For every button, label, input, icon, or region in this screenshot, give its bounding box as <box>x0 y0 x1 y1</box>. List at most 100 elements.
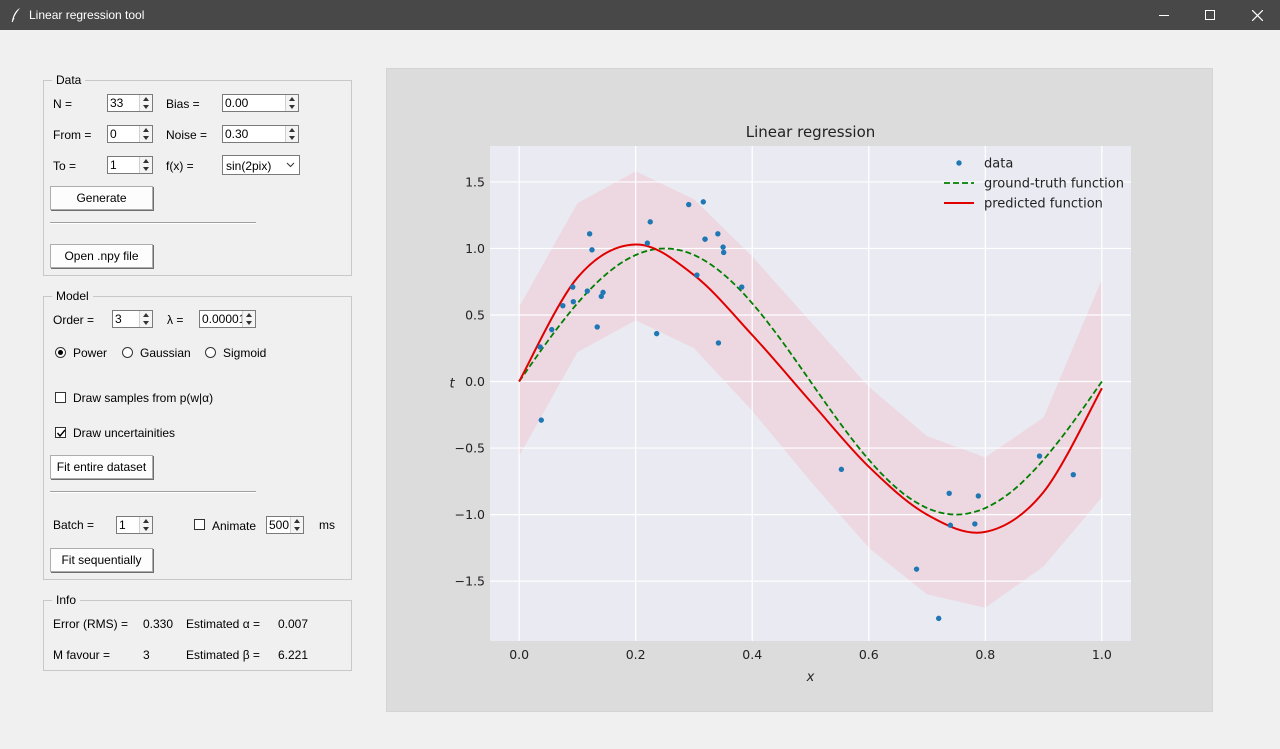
animate-input[interactable] <box>267 517 292 533</box>
maximize-icon <box>1205 10 1215 20</box>
ms-label: ms <box>319 518 335 532</box>
lambda-input[interactable] <box>200 311 244 327</box>
data-group-legend: Data <box>56 73 82 87</box>
legend-data-label: data <box>984 157 1013 172</box>
data-point <box>589 247 595 253</box>
lambda-spinbox[interactable] <box>199 310 256 328</box>
spin-down-icon <box>289 105 295 109</box>
n-spin-arrows[interactable] <box>139 95 152 111</box>
bias-input[interactable] <box>223 95 287 111</box>
window-titlebar: Linear regression tool <box>0 0 1280 30</box>
from-spinbox[interactable] <box>107 125 153 143</box>
data-point <box>715 231 721 237</box>
plot-canvas[interactable]: 0.0 0.2 0.4 0.6 0.8 1.0 −1.5 −1.0 −0.5 0.0 0.5 1.0 1… <box>386 68 1213 712</box>
data-point <box>972 521 978 527</box>
predicted-line <box>518 243 1103 534</box>
from-input[interactable] <box>108 126 141 142</box>
spin-down-icon <box>294 527 300 531</box>
minimize-button[interactable] <box>1141 0 1187 30</box>
maximize-button[interactable] <box>1187 0 1233 30</box>
to-label: To = <box>53 159 77 173</box>
y-axis-label: t <box>449 377 455 392</box>
radio-sigmoid[interactable] <box>205 347 216 358</box>
noise-spin-arrows[interactable] <box>285 126 298 142</box>
data-point <box>739 284 745 290</box>
n-input[interactable] <box>108 95 141 111</box>
model-separator <box>50 491 256 493</box>
order-spinbox[interactable] <box>112 310 153 328</box>
x-tick-label: 0.0 <box>509 647 529 662</box>
spin-down-icon <box>143 527 149 531</box>
lambda-spin-arrows[interactable] <box>242 311 255 327</box>
fx-select-value: sin(2pix) <box>226 159 272 173</box>
radio-gaussian-label: Gaussian <box>140 346 191 360</box>
order-input[interactable] <box>113 311 141 327</box>
data-point <box>947 522 954 528</box>
data-separator <box>50 222 256 224</box>
fx-select[interactable]: sin(2pix) <box>222 155 300 175</box>
data-point <box>586 231 593 237</box>
open-npy-button[interactable]: Open .npy file <box>50 244 153 268</box>
legend-predicted-label: predicted function <box>984 197 1103 212</box>
bias-spin-arrows[interactable] <box>285 95 298 111</box>
y-tick-label: 0.5 <box>465 307 485 322</box>
x-tick-label: 0.4 <box>742 647 762 662</box>
draw-samples-label: Draw samples from p(w|α) <box>73 391 214 405</box>
spin-up-icon <box>143 97 149 101</box>
data-point <box>913 566 920 572</box>
radio-power-label: Power <box>73 346 108 360</box>
checkmark-icon <box>56 429 66 438</box>
y-tick-label: −1.5 <box>455 574 485 589</box>
spin-down-icon <box>143 321 149 325</box>
beta-value: 6.221 <box>278 648 309 662</box>
batch-spin-arrows[interactable] <box>139 517 152 533</box>
x-axis-label: x <box>806 670 815 685</box>
data-point <box>549 326 555 333</box>
animate-spin-arrows[interactable] <box>290 517 303 533</box>
batch-spinbox[interactable] <box>116 516 153 534</box>
from-label: From = <box>53 128 92 142</box>
spin-up-icon <box>143 313 149 317</box>
x-tick-label: 0.6 <box>859 647 879 662</box>
model-group-legend: Model <box>56 289 89 303</box>
data-point <box>720 244 726 250</box>
spin-up-icon <box>294 519 300 523</box>
fit-entire-button[interactable]: Fit entire dataset <box>50 455 153 479</box>
generate-button[interactable]: Generate <box>50 186 153 210</box>
minimize-icon <box>1159 15 1169 16</box>
radio-power[interactable] <box>55 347 66 358</box>
legend-data-marker <box>956 160 962 166</box>
n-spinbox[interactable] <box>107 94 153 112</box>
batch-input[interactable] <box>117 517 141 533</box>
to-spinbox[interactable] <box>107 156 153 174</box>
from-spin-arrows[interactable] <box>139 126 152 142</box>
data-point <box>702 236 708 242</box>
order-spin-arrows[interactable] <box>139 311 152 327</box>
spin-down-icon <box>143 167 149 171</box>
fit-sequentially-button[interactable]: Fit sequentially <box>50 548 153 572</box>
noise-spinbox[interactable] <box>222 125 299 143</box>
bias-spinbox[interactable] <box>222 94 299 112</box>
x-tick-label: 0.8 <box>975 647 995 662</box>
radio-gaussian[interactable] <box>122 347 133 358</box>
draw-uncertainties-checkbox[interactable] <box>55 427 66 438</box>
animate-spinbox[interactable] <box>266 516 304 534</box>
to-spin-arrows[interactable] <box>139 157 152 173</box>
close-button[interactable] <box>1234 0 1280 30</box>
animate-checkbox[interactable] <box>194 519 205 530</box>
to-input[interactable] <box>108 157 141 173</box>
spin-down-icon <box>289 136 295 140</box>
spin-up-icon <box>143 519 149 523</box>
axes-background <box>490 146 1131 641</box>
data-point <box>975 493 982 499</box>
draw-samples-checkbox[interactable] <box>55 392 66 403</box>
close-icon <box>1251 9 1263 21</box>
y-tick-label: −1.0 <box>455 507 485 522</box>
data-point <box>653 330 660 337</box>
spin-down-icon <box>143 136 149 140</box>
data-point <box>946 490 952 496</box>
noise-input[interactable] <box>223 126 287 142</box>
data-point <box>715 340 722 346</box>
animate-label: Animate <box>212 519 257 533</box>
x-tick-label: 1.0 <box>1092 647 1112 662</box>
